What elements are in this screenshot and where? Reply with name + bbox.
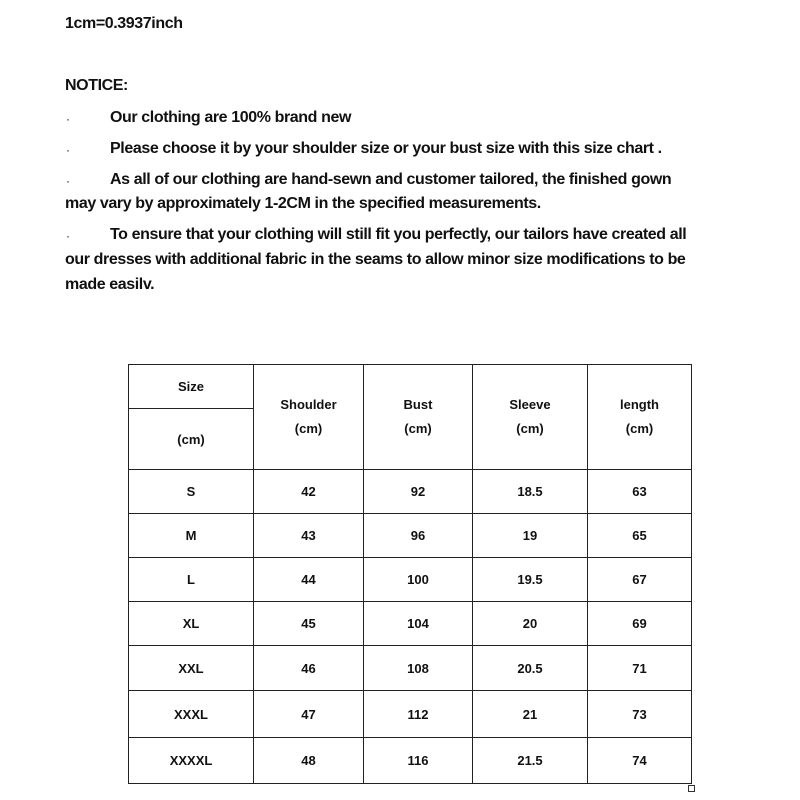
value-cell: 21 [472, 690, 588, 738]
value-cell: 73 [587, 690, 692, 738]
table-row: S 42 92 18.5 63 [128, 469, 692, 514]
value-cell: 20.5 [472, 645, 588, 691]
value-cell: 43 [253, 513, 364, 558]
notice-item: Please choose it by your shoulder size o… [110, 140, 662, 157]
col-name: Sleeve [509, 397, 551, 412]
value-cell: 18.5 [472, 469, 588, 514]
bullet: · [66, 229, 70, 243]
size-unit: (cm) [128, 408, 254, 470]
col-unit: (cm) [625, 421, 654, 436]
value-cell: 69 [587, 601, 692, 646]
value-cell: 67 [587, 557, 692, 602]
value-cell: 46 [253, 645, 364, 691]
col-name: Bust [403, 397, 433, 412]
value-cell: 108 [363, 645, 473, 691]
bullet: · [66, 143, 70, 157]
notice-item: To ensure that your clothing will still … [110, 226, 687, 243]
notice-item: Our clothing are 100% brand new [110, 109, 351, 126]
size-cell: L [128, 557, 254, 602]
table-row: XL 45 104 20 69 [128, 601, 692, 646]
col-unit: (cm) [294, 421, 323, 436]
value-cell: 20 [472, 601, 588, 646]
header-sleeve: Sleeve (cm) [472, 364, 588, 470]
value-cell: 65 [587, 513, 692, 558]
size-cell: S [128, 469, 254, 514]
col-name: Shoulder [280, 397, 337, 412]
col-name: length [620, 397, 659, 412]
value-cell: 48 [253, 737, 364, 784]
table-row: M 43 96 19 65 [128, 513, 692, 558]
value-cell: 42 [253, 469, 364, 514]
size-cell: XXXL [128, 690, 254, 738]
value-cell: 92 [363, 469, 473, 514]
bullet: · [66, 174, 70, 188]
value-cell: 19.5 [472, 557, 588, 602]
size-cell: XXL [128, 645, 254, 691]
header-bust: Bust (cm) [363, 364, 473, 470]
value-cell: 104 [363, 601, 473, 646]
table-row: XXXXL 48 116 21.5 74 [128, 737, 692, 784]
conversion-note: 1cm=0.3937inch [65, 15, 183, 32]
size-header: Size [128, 364, 254, 409]
value-cell: 21.5 [472, 737, 588, 784]
bullet: · [66, 112, 70, 126]
table-row: XXXL 47 112 21 73 [128, 690, 692, 738]
size-chart-table: Size Shoulder (cm) Bust (cm) Sleeve (cm) le… [128, 364, 692, 784]
value-cell: 100 [363, 557, 473, 602]
notice-item-cont: made easilv. [65, 276, 155, 293]
value-cell: 71 [587, 645, 692, 691]
size-cell: XXXXL [128, 737, 254, 784]
size-cell: XL [128, 601, 254, 646]
header-shoulder: Shoulder (cm) [253, 364, 364, 470]
notice-title: NOTICE: [65, 77, 128, 94]
table-row: XXL 46 108 20.5 71 [128, 645, 692, 691]
col-unit: (cm) [516, 421, 544, 436]
value-cell: 74 [587, 737, 692, 784]
value-cell: 44 [253, 557, 364, 602]
table-row: L 44 100 19.5 67 [128, 557, 692, 602]
value-cell: 96 [363, 513, 473, 558]
value-cell: 112 [363, 690, 473, 738]
notice-item-cont: may vary by approximately 1-2CM in the s… [65, 195, 541, 212]
value-cell: 45 [253, 601, 364, 646]
col-unit: (cm) [404, 421, 432, 436]
value-cell: 19 [472, 513, 588, 558]
value-cell: 63 [587, 469, 692, 514]
value-cell: 116 [363, 737, 473, 784]
size-cell: M [128, 513, 254, 558]
notice-item-cont: our dresses with additional fabric in th… [65, 251, 686, 268]
notice-item: As all of our clothing are hand-sewn and… [110, 171, 672, 188]
resize-handle [688, 785, 695, 792]
value-cell: 47 [253, 690, 364, 738]
header-length: length (cm) [587, 364, 692, 470]
